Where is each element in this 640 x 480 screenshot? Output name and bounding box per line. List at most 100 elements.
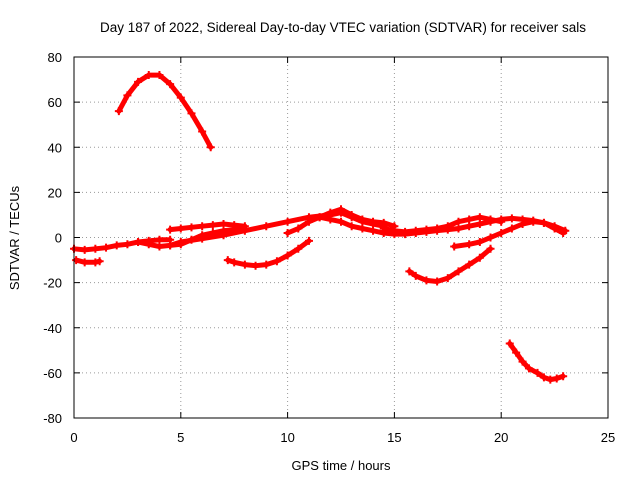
data-point [134,77,143,86]
data-point [518,219,527,228]
data-point [552,374,561,383]
data-point [112,241,121,250]
data-point [454,217,463,226]
data-point [72,256,81,265]
data-point [443,222,452,231]
data-point [251,261,260,270]
data-point [166,225,175,234]
data-point [369,226,378,235]
data-point [187,223,196,232]
data-point [433,224,442,233]
y-tick-label: 80 [48,50,62,65]
series-arc-8 [283,205,399,237]
data-point [198,222,207,231]
data-point [283,251,292,260]
data-point [219,219,228,228]
data-point [390,226,399,235]
data-point [176,238,185,247]
y-tick-label: 40 [48,140,62,155]
data-point [80,245,89,254]
data-point [240,226,249,235]
data-point [539,373,548,382]
data-point [95,257,104,266]
data-point [559,228,568,237]
y-tick-label: 20 [48,185,62,200]
data-point [315,213,324,222]
data-point [326,215,335,224]
data-point [539,218,548,227]
data-point [114,107,123,116]
data-point [559,372,568,381]
series-trace [225,238,312,269]
y-axis-title: SDTVAR / TECUs [7,185,22,290]
data-point [369,217,378,226]
x-tick-label: 15 [387,430,401,445]
data-point [176,224,185,233]
series-trace [116,72,214,150]
data-point [518,357,527,366]
data-point [529,217,538,226]
data-point [411,226,420,235]
data-point [475,213,484,222]
series-arc-7 [223,236,313,270]
data-point [262,260,271,269]
data-point [283,217,292,226]
series-arc-11 [405,244,495,286]
data-point [155,235,164,244]
data-point [465,260,474,269]
data-point [144,71,153,80]
data-point [347,210,356,219]
data-point [533,368,542,377]
data-point [230,258,239,267]
data-point [176,93,185,102]
x-tick-label: 25 [601,430,615,445]
series-arc-10 [379,213,506,236]
data-point [465,240,474,249]
data-point [80,258,89,267]
y-tick-label: 60 [48,95,62,110]
data-point [272,257,281,266]
data-point [512,348,521,357]
data-point [465,222,474,231]
data-point [294,244,303,253]
y-tick-label: -80 [43,411,62,426]
series-arc-13 [505,339,568,384]
x-axis-title: GPS time / hours [292,458,391,473]
data-point [465,215,474,224]
data-point [475,253,484,262]
data-point [206,143,215,152]
data-point [505,339,514,348]
data-point [337,205,345,214]
data-point [422,276,431,285]
data-point [486,233,495,242]
data-point [507,224,516,233]
data-point [546,375,555,384]
data-point [358,224,367,233]
series-arc-5 [166,219,249,234]
series-arc-2 [72,256,104,267]
data-point [405,267,414,276]
data-point [102,243,111,252]
data-point [337,217,345,226]
data-point [230,221,239,230]
series-trace [406,246,493,284]
data-point [443,274,452,283]
data-point [208,221,217,230]
data-point [411,271,420,280]
data-point [262,222,271,231]
data-point [123,91,132,100]
y-tick-label: -40 [43,321,62,336]
data-point [422,225,431,234]
x-tick-label: 0 [70,430,77,445]
data-point [497,228,506,237]
data-point [358,215,367,224]
data-point [134,238,143,247]
data-point [550,224,559,233]
data-point [144,240,153,249]
y-tick-label: -60 [43,366,62,381]
data-point [450,242,459,251]
series-arc-3 [114,71,215,152]
x-tick-label: 20 [494,430,508,445]
data-point [223,256,232,265]
data-point [294,224,303,233]
